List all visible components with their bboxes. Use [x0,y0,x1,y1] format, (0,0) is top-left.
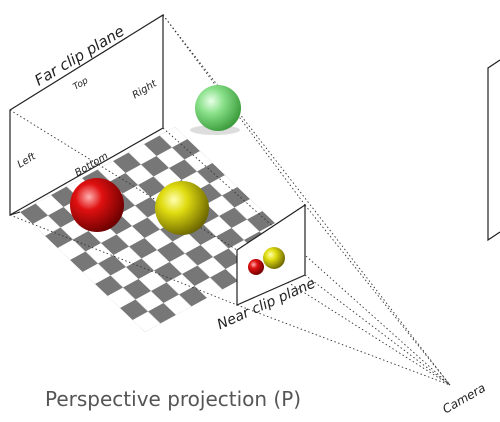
small-yellow-sphere [263,247,285,269]
red-sphere [70,178,124,232]
partial-diagram [487,59,500,242]
caption: Perspective projection (P) [45,387,301,411]
yellow-sphere [155,181,209,235]
camera-label: Camera [440,381,488,417]
floor [20,127,300,332]
small-red-sphere [248,259,264,275]
green-sphere [195,85,241,131]
frustum-edges [9,14,451,386]
